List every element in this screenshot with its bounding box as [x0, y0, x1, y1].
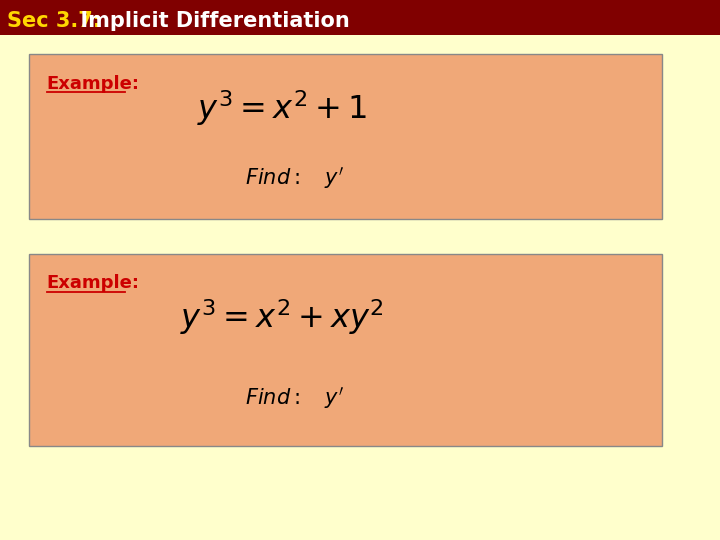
Text: Sec 3.7:: Sec 3.7:: [7, 10, 102, 31]
Text: $y^3 = x^2 + xy^2$: $y^3 = x^2 + xy^2$: [180, 297, 384, 337]
Text: Example:: Example:: [47, 274, 140, 292]
Text: Implicit Differentiation: Implicit Differentiation: [66, 10, 350, 31]
Text: $\mathit{Find} : \quad y'$: $\mathit{Find} : \quad y'$: [246, 165, 344, 191]
Text: $y^3 = x^2 + 1$: $y^3 = x^2 + 1$: [197, 89, 367, 128]
Text: $\mathit{Find} : \quad y'$: $\mathit{Find} : \quad y'$: [246, 384, 344, 410]
Text: Example:: Example:: [47, 75, 140, 92]
